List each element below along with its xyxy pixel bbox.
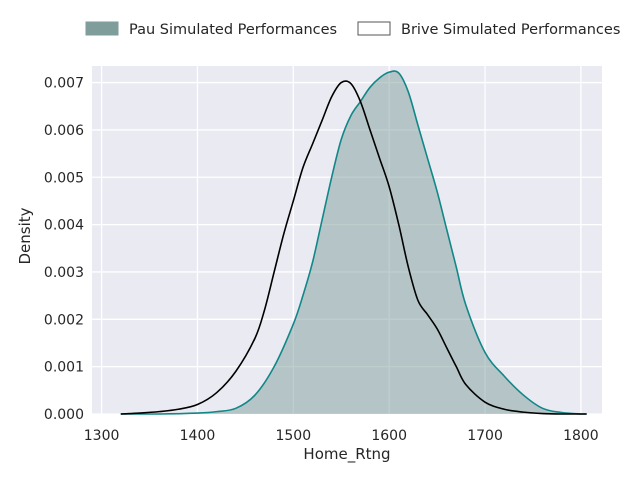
y-tick-label: 0.004 <box>44 218 84 234</box>
y-tick-label: 0.003 <box>44 265 84 281</box>
y-tick-label: 0.005 <box>44 170 84 186</box>
y-tick-label: 0.007 <box>44 76 84 92</box>
density-line-brive <box>120 80 587 415</box>
y-tick-label: 0.006 <box>44 123 84 139</box>
x-tick-label: 1800 <box>563 428 599 444</box>
legend: Pau Simulated Performances Brive Simulat… <box>85 21 620 38</box>
y-tick-label: 0.001 <box>44 360 84 376</box>
y-axis-label: Density <box>16 207 34 264</box>
x-tick-label: 1400 <box>180 428 216 444</box>
y-tick-label: 0.002 <box>44 312 84 328</box>
x-tick-label: 1600 <box>371 428 407 444</box>
series-layer <box>120 70 587 415</box>
legend-label-brive: Brive Simulated Performances <box>401 22 620 38</box>
density-area-pau <box>120 71 587 415</box>
density-line-pau <box>120 70 587 415</box>
x-axis-label: Home_Rtng <box>303 445 390 464</box>
tick-labels: 1300 1400 1500 1600 1700 1800 0.000 0.001 0.002 0… <box>44 76 599 444</box>
y-tick-label: 0.000 <box>44 407 84 423</box>
x-tick-label: 1500 <box>275 428 311 444</box>
legend-swatch-brive <box>357 21 391 36</box>
legend-label-pau: Pau Simulated Performances <box>129 22 337 38</box>
x-tick-label: 1300 <box>84 428 120 444</box>
x-tick-label: 1700 <box>467 428 503 444</box>
legend-swatch-pau <box>85 21 119 36</box>
